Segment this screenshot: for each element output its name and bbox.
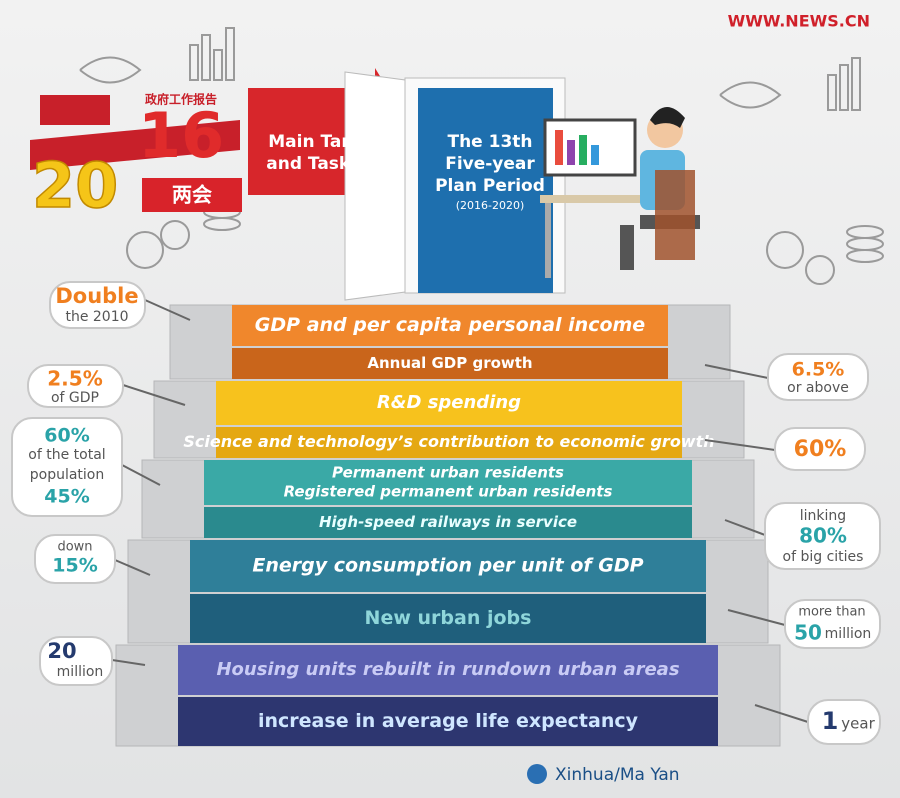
- decoration: [79, 27, 884, 285]
- stair-text: High-speed railways in service: [319, 513, 577, 531]
- callout-box: [807, 699, 881, 745]
- callout-box: [49, 281, 146, 329]
- callout-text: 50: [794, 621, 822, 645]
- callout-text: million: [57, 664, 104, 680]
- callout-text: 80%: [799, 524, 847, 548]
- credit: Xinhua/Ma Yan: [555, 765, 680, 785]
- stair-band: [190, 540, 706, 592]
- callout-text: Double: [55, 284, 138, 308]
- callout-box: [764, 502, 881, 570]
- stair-band: [232, 305, 668, 346]
- callout-box: [774, 427, 866, 471]
- banner-text: Main Targets: [268, 132, 391, 152]
- callout-box: [39, 636, 113, 686]
- callout-text: 6.5%: [792, 359, 845, 381]
- credit-logo: [527, 764, 547, 784]
- stair-text: Registered permanent urban residents: [284, 483, 613, 501]
- callout-connector: [122, 384, 186, 406]
- callout-connector: [121, 464, 161, 486]
- callout-text: of GDP: [51, 390, 99, 406]
- stair-text: R&D spending: [377, 392, 521, 413]
- stair-band: [178, 645, 718, 695]
- callout-connector: [727, 609, 786, 626]
- stair-band: [178, 697, 718, 746]
- logo-label-box: [142, 178, 242, 212]
- stair-band: [216, 427, 682, 458]
- callout-text: the 2010: [65, 309, 128, 325]
- callout-text: 20: [47, 639, 76, 663]
- logo-ribbon: [30, 120, 240, 170]
- office-figure: [540, 106, 700, 278]
- logo-label: 两会: [172, 183, 212, 207]
- door-title: The 13th: [447, 132, 532, 152]
- logo-year: 20: [32, 149, 118, 222]
- stairs: GDP and per capita personal income Annual…: [115, 304, 781, 747]
- door-opening: [418, 88, 553, 293]
- callout-box: [11, 417, 123, 517]
- callout-text: 45%: [44, 486, 89, 508]
- callout-text: 60%: [794, 437, 847, 462]
- door: [344, 71, 406, 301]
- callout-text: linking: [800, 508, 846, 524]
- callout-text: 2.5%: [47, 367, 102, 391]
- stair-band: [216, 381, 682, 425]
- stair-band: [232, 348, 668, 379]
- callout-connector: [144, 299, 191, 321]
- stair-text: Annual GDP growth: [367, 354, 532, 372]
- callout-connector: [111, 659, 146, 666]
- callout-text: of big cities: [783, 549, 864, 565]
- callout-text: 15%: [52, 555, 97, 577]
- stair-text: Energy consumption per unit of GDP: [252, 555, 643, 577]
- callout-box: [34, 534, 116, 584]
- stair-text: increase in average life expectancy: [258, 710, 639, 732]
- door-years: (2016-2020): [456, 199, 525, 212]
- stair-text: Permanent urban residents: [332, 464, 564, 482]
- callout-text: million: [825, 626, 872, 642]
- stair-text: New urban jobs: [365, 607, 532, 629]
- logo-gate: [40, 95, 110, 125]
- stair-band: [190, 594, 706, 643]
- callout-connector: [724, 519, 766, 536]
- callout-box: [767, 353, 869, 401]
- stair-text: GDP and per capita personal income: [255, 314, 646, 336]
- stair-band: [204, 507, 692, 538]
- callout-text: more than: [798, 605, 865, 620]
- callout-box: [784, 599, 881, 649]
- logo-caption: 政府工作报告: [145, 92, 217, 107]
- door-title: Plan Period: [435, 176, 545, 196]
- callout-text: or above: [787, 380, 849, 396]
- stair-text: Science and technology’s contribution to…: [183, 432, 714, 451]
- callout-connector: [114, 559, 151, 576]
- callout-text: year: [841, 715, 875, 733]
- callout-connector: [704, 364, 769, 379]
- callout-text: 1: [822, 707, 839, 735]
- logo-year: 16: [138, 99, 224, 172]
- callout-text: down: [57, 540, 92, 555]
- callout-text: of the total: [28, 447, 105, 463]
- watermark: WWW.NEWS.CN: [728, 12, 870, 31]
- callout-text: 60%: [44, 425, 89, 447]
- callout-connector: [704, 439, 776, 451]
- callout-box: [27, 364, 124, 408]
- stair-text: Housing units rebuilt in rundown urban a…: [216, 659, 679, 680]
- logo: 政府工作报告 20 16 两会: [30, 92, 242, 223]
- callout-text: population: [30, 467, 105, 483]
- door-title: Five-year: [445, 154, 535, 174]
- callout-connector: [754, 704, 809, 723]
- banner-text: and Tasks for: [266, 154, 394, 174]
- stair-band: [204, 460, 692, 505]
